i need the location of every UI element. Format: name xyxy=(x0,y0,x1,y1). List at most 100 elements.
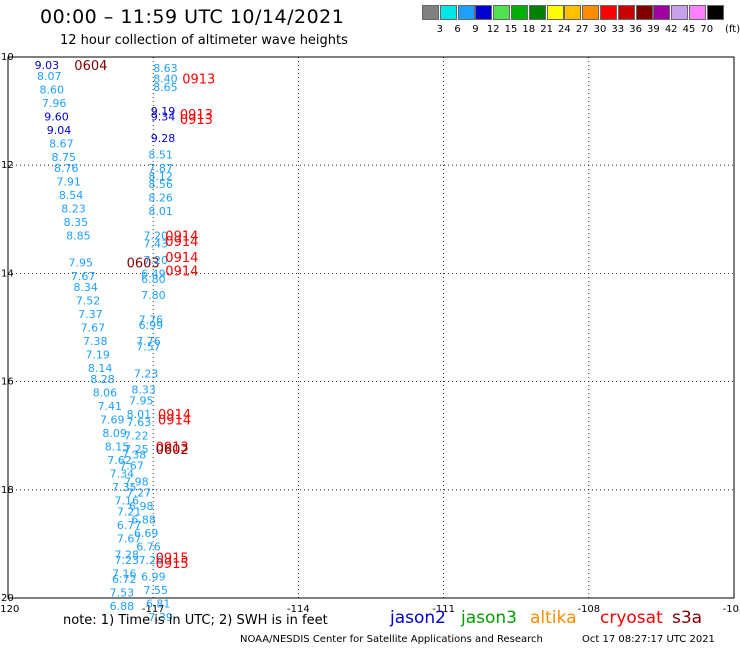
wave-height-value: 7.67 xyxy=(81,322,106,335)
wave-height-value: 7.67 xyxy=(71,270,96,283)
color-scale-swatch xyxy=(475,5,493,20)
pass-time-label: 0602 xyxy=(156,443,189,458)
legend-cryosat: cryosat xyxy=(600,608,663,628)
color-scale-unit: (ft) xyxy=(725,24,740,35)
wave-height-value: 9.03 xyxy=(35,59,60,72)
wave-height-value: 6.88 xyxy=(131,514,156,527)
wave-height-value: 8.28 xyxy=(90,373,115,386)
map-grid xyxy=(7,56,735,599)
latitude-tick-label: 12 xyxy=(1,160,14,171)
wave-height-value: 7.95 xyxy=(129,395,154,408)
color-scale-label: 36 xyxy=(629,24,642,35)
color-scale-swatch xyxy=(582,5,600,20)
longitude-tick-label: -117 xyxy=(142,604,165,615)
observation-marks: 9.038.078.607.969.609.048.678.758.767.91… xyxy=(35,59,216,624)
longitude-tick-label: -120 xyxy=(0,604,19,615)
wave-height-value: 8.23 xyxy=(61,202,86,215)
wave-height-value: 8.06 xyxy=(93,386,118,399)
color-scale-swatch xyxy=(422,5,439,20)
wave-height-value: 7.67 xyxy=(119,459,144,472)
color-scale-swatch xyxy=(653,5,671,20)
color-scale-label: 9 xyxy=(472,24,479,35)
wave-height-value: 7.26 xyxy=(139,554,164,567)
color-scale-label: 21 xyxy=(540,24,553,35)
wave-height-value: 7.95 xyxy=(69,257,94,270)
pass-time-label: 0914 xyxy=(158,408,191,423)
wave-height-value: 8.01 xyxy=(127,408,152,421)
units-note: note: 1) Time is in UTC; 2) SWH is in fe… xyxy=(63,613,328,628)
wave-height-value: 8.65 xyxy=(153,81,178,94)
wave-height-value: 7.76 xyxy=(139,313,164,326)
wave-height-value: 8.12 xyxy=(148,170,173,183)
wave-height-value: 6.98 xyxy=(129,500,154,513)
page-title: 00:00 – 11:59 UTC 10/14/2021 xyxy=(40,6,345,28)
wave-height-value: 6.99 xyxy=(139,319,164,332)
wave-height-value: 7.20 xyxy=(144,254,169,267)
color-scale-label: 18 xyxy=(522,24,536,35)
color-scale-label: 12 xyxy=(486,24,500,35)
wave-height-value: 7.38 xyxy=(122,449,146,462)
wave-height-value: 8.07 xyxy=(37,70,62,83)
wave-height-value: 7.80 xyxy=(141,289,166,302)
wave-height-value: 8.35 xyxy=(64,216,89,229)
wave-height-value: 9.04 xyxy=(47,124,72,137)
wave-height-value: 6.77 xyxy=(117,519,141,532)
wave-height-value: 8.26 xyxy=(148,192,173,205)
wave-height-value: 7.27 xyxy=(127,487,152,500)
map-tick-labels: 10 12 14 16 18 20-120 -117 -114 -111 -108 -105 xyxy=(0,52,740,615)
wave-height-value: 8.40 xyxy=(153,73,178,86)
wave-height-value: 7.52 xyxy=(76,294,101,307)
wave-height-value: 7.57 xyxy=(136,340,161,353)
wave-height-value: 6.80 xyxy=(141,273,166,286)
wave-height-value: 7.98 xyxy=(124,476,149,489)
wave-height-value: 8.15 xyxy=(105,441,130,454)
color-scale-swatch xyxy=(617,5,635,20)
wave-height-value: 8.75 xyxy=(52,151,76,164)
pass-time-label: 0914 xyxy=(165,265,198,280)
wave-height-value: 7.38 xyxy=(83,335,108,348)
pass-time-label: 0913 xyxy=(156,441,189,456)
wave-height-value: 8.85 xyxy=(66,230,91,243)
color-scale-label: 33 xyxy=(611,24,625,35)
wave-height-value: 6.49 xyxy=(141,267,166,280)
map-frame xyxy=(7,56,735,599)
generated-timestamp: Oct 17 08:27:17 UTC 2021 xyxy=(582,634,715,645)
color-scale-label: 70 xyxy=(700,24,714,35)
color-scale-label: 24 xyxy=(558,24,571,35)
wave-height-value: 7.53 xyxy=(110,587,135,600)
latitude-tick-label: 10 xyxy=(1,52,14,63)
pass-time-label: 0603 xyxy=(127,257,160,272)
wave-height-value: 7.25 xyxy=(124,443,149,456)
color-scale-label: 3 xyxy=(436,24,443,35)
wave-height-value: 8.34 xyxy=(73,281,98,294)
wave-height-value: 7.19 xyxy=(85,349,110,362)
color-scale-swatch xyxy=(564,5,582,20)
wave-height-value: 7.67 xyxy=(117,532,141,545)
color-scale-swatch xyxy=(511,5,528,20)
wave-height-value: 6.72 xyxy=(112,573,137,586)
color-scale-swatch xyxy=(600,5,617,20)
wave-height-value: 7.37 xyxy=(78,308,103,321)
pass-time-label: 0915 xyxy=(156,551,189,566)
pass-time-label: 0915 xyxy=(156,557,189,572)
wave-height-value: 8.14 xyxy=(88,362,113,375)
wave-height-value: 6.99 xyxy=(141,570,166,583)
wave-height-value: 7.63 xyxy=(127,416,152,429)
wave-height-value: 7.55 xyxy=(144,584,169,597)
wave-height-value: 7.16 xyxy=(114,495,139,508)
wave-height-value: 9.28 xyxy=(151,132,176,145)
wave-height-value: 7.21 xyxy=(117,505,141,518)
pass-time-label: 0914 xyxy=(165,230,198,245)
wave-height-value: 6.88 xyxy=(110,600,135,613)
wave-height-value: 7.20 xyxy=(144,230,169,243)
wave-height-value: 7.35 xyxy=(112,481,137,494)
wave-height-value: 7.23 xyxy=(134,367,159,380)
wave-height-value: 7.69 xyxy=(100,413,125,426)
wave-height-value: 8.63 xyxy=(153,62,178,75)
legend-jason3: jason3 xyxy=(461,608,517,628)
wave-height-value: 7.96 xyxy=(42,97,67,110)
credit-line: NOAA/NESDIS Center for Satellite Applica… xyxy=(240,634,543,645)
wave-height-value: 7.62 xyxy=(107,454,132,467)
color-scale-label: 42 xyxy=(664,24,678,35)
legend-altika: altika xyxy=(530,608,577,628)
